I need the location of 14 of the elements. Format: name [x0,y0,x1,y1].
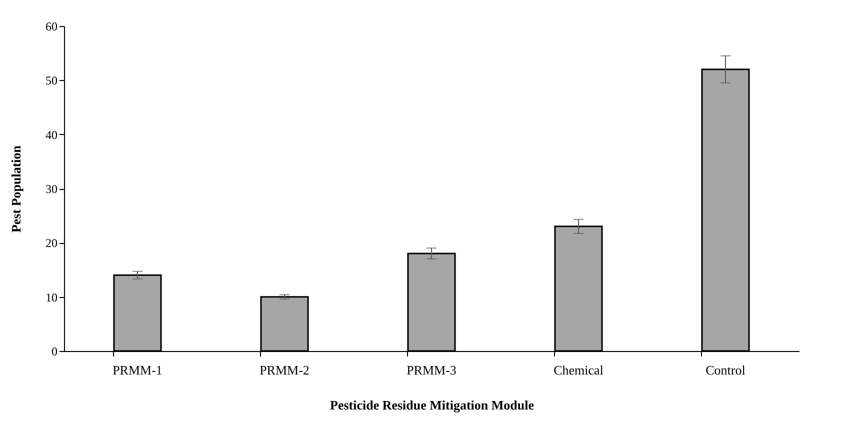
x-axis-title: Pesticide Residue Mitigation Module [330,398,534,412]
y-axis-title: Pest Population [8,144,24,233]
x-tick-label: Chemical [554,362,604,378]
x-tick-label: PRMM-1 [112,362,162,378]
x-tick-label: Control [706,362,746,378]
x-tick-label: PRMM-3 [406,362,456,378]
y-tick-label: 30 [46,182,58,196]
y-tick-label: 60 [46,20,58,34]
y-tick-label: 50 [46,74,58,88]
y-tick-label: 0 [52,344,58,358]
x-tick-label: PRMM-2 [260,362,310,378]
y-tick-label: 20 [46,236,58,250]
y-tick-label: 40 [46,128,58,142]
y-tick-label: 10 [46,290,58,304]
